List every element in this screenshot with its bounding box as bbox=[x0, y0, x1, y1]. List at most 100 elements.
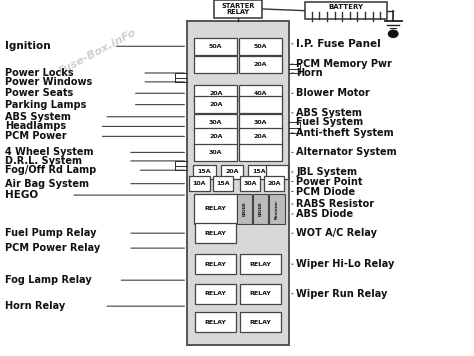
Text: Headlamps: Headlamps bbox=[5, 121, 66, 131]
Text: 4 Wheel System: 4 Wheel System bbox=[5, 147, 93, 157]
FancyBboxPatch shape bbox=[240, 254, 281, 274]
Text: Fuel System: Fuel System bbox=[296, 117, 364, 127]
Text: JBL System: JBL System bbox=[296, 167, 357, 177]
Text: Wiper Run Relay: Wiper Run Relay bbox=[296, 289, 388, 299]
FancyBboxPatch shape bbox=[248, 165, 271, 179]
FancyBboxPatch shape bbox=[195, 254, 237, 274]
FancyBboxPatch shape bbox=[239, 114, 282, 131]
Text: 20A: 20A bbox=[209, 102, 222, 107]
Text: 40A: 40A bbox=[254, 91, 267, 96]
Text: ABS System: ABS System bbox=[296, 108, 362, 118]
FancyBboxPatch shape bbox=[239, 144, 282, 161]
Text: 15A: 15A bbox=[198, 169, 211, 174]
FancyBboxPatch shape bbox=[194, 85, 237, 102]
Text: 30A: 30A bbox=[254, 120, 267, 125]
Text: 15A: 15A bbox=[253, 169, 266, 174]
Text: Power Windows: Power Windows bbox=[5, 77, 92, 87]
Text: WOT A/C Relay: WOT A/C Relay bbox=[296, 228, 377, 238]
Text: Fog/Off Rd Lamp: Fog/Off Rd Lamp bbox=[5, 165, 96, 175]
FancyBboxPatch shape bbox=[266, 165, 288, 179]
FancyBboxPatch shape bbox=[194, 128, 237, 145]
FancyBboxPatch shape bbox=[193, 165, 216, 179]
FancyBboxPatch shape bbox=[214, 0, 262, 18]
Text: RELAY: RELAY bbox=[227, 10, 249, 15]
Text: PCM Power Relay: PCM Power Relay bbox=[5, 243, 100, 253]
FancyBboxPatch shape bbox=[190, 177, 210, 191]
Text: Air Bag System: Air Bag System bbox=[5, 179, 89, 189]
Text: Horn: Horn bbox=[296, 68, 323, 78]
Text: 50A: 50A bbox=[254, 44, 267, 49]
Text: RELAY: RELAY bbox=[205, 262, 227, 267]
FancyBboxPatch shape bbox=[194, 56, 237, 73]
Text: 20A: 20A bbox=[267, 181, 281, 186]
Text: Fuel Pump Relay: Fuel Pump Relay bbox=[5, 228, 96, 238]
Text: PCM Diode: PCM Diode bbox=[296, 187, 356, 197]
Text: I.P. Fuse Panel: I.P. Fuse Panel bbox=[296, 39, 381, 49]
Text: 30A: 30A bbox=[209, 120, 222, 125]
FancyBboxPatch shape bbox=[239, 96, 282, 113]
FancyBboxPatch shape bbox=[187, 21, 289, 345]
Text: Horn Relay: Horn Relay bbox=[5, 301, 65, 311]
Text: BATTERY: BATTERY bbox=[328, 4, 364, 10]
Text: DIODE: DIODE bbox=[242, 201, 246, 216]
Text: 20A: 20A bbox=[254, 62, 267, 67]
FancyBboxPatch shape bbox=[239, 56, 282, 73]
Text: Power Locks: Power Locks bbox=[5, 68, 73, 78]
Text: RELAY: RELAY bbox=[250, 262, 272, 267]
Text: Alternator System: Alternator System bbox=[296, 147, 397, 157]
FancyBboxPatch shape bbox=[253, 194, 268, 224]
Text: Fog Lamp Relay: Fog Lamp Relay bbox=[5, 275, 91, 285]
Text: 20A: 20A bbox=[225, 169, 239, 174]
Text: ABS Diode: ABS Diode bbox=[296, 209, 354, 219]
FancyBboxPatch shape bbox=[240, 284, 281, 304]
Text: 30A: 30A bbox=[209, 150, 222, 155]
Text: Resistor: Resistor bbox=[275, 199, 279, 219]
FancyBboxPatch shape bbox=[239, 85, 282, 102]
FancyBboxPatch shape bbox=[195, 284, 237, 304]
Text: PCM Memory Pwr: PCM Memory Pwr bbox=[296, 59, 392, 69]
Text: Anti-theft System: Anti-theft System bbox=[296, 128, 394, 138]
FancyBboxPatch shape bbox=[264, 177, 284, 191]
Text: 20A: 20A bbox=[254, 134, 267, 139]
Text: DIODE: DIODE bbox=[259, 201, 263, 216]
FancyBboxPatch shape bbox=[213, 177, 233, 191]
Text: STARTER: STARTER bbox=[221, 3, 255, 9]
FancyBboxPatch shape bbox=[195, 312, 237, 332]
Text: HEGO: HEGO bbox=[5, 190, 38, 200]
Text: 50A: 50A bbox=[209, 44, 222, 49]
FancyBboxPatch shape bbox=[240, 177, 261, 191]
Text: 15A: 15A bbox=[216, 181, 230, 186]
Text: ABS System: ABS System bbox=[5, 112, 71, 122]
Text: PCM Power: PCM Power bbox=[5, 131, 66, 141]
Text: 20A: 20A bbox=[209, 134, 222, 139]
FancyBboxPatch shape bbox=[237, 194, 252, 224]
FancyBboxPatch shape bbox=[194, 38, 237, 55]
Text: RABS Resistor: RABS Resistor bbox=[296, 199, 374, 209]
FancyBboxPatch shape bbox=[304, 2, 387, 19]
Text: RELAY: RELAY bbox=[205, 291, 227, 296]
Text: Wiper Hi-Lo Relay: Wiper Hi-Lo Relay bbox=[296, 259, 395, 269]
FancyBboxPatch shape bbox=[239, 128, 282, 145]
FancyBboxPatch shape bbox=[239, 38, 282, 55]
FancyBboxPatch shape bbox=[221, 165, 243, 179]
Text: Fuse-Box.inFo: Fuse-Box.inFo bbox=[57, 27, 138, 77]
Text: RELAY: RELAY bbox=[250, 291, 272, 296]
FancyBboxPatch shape bbox=[240, 312, 281, 332]
Text: RELAY: RELAY bbox=[250, 320, 272, 325]
Text: 10A: 10A bbox=[193, 181, 206, 186]
Text: Blower Motor: Blower Motor bbox=[296, 88, 370, 98]
FancyBboxPatch shape bbox=[194, 194, 237, 224]
Text: 20A: 20A bbox=[209, 91, 222, 96]
Text: Power Seats: Power Seats bbox=[5, 88, 73, 98]
Text: RELAY: RELAY bbox=[205, 231, 227, 236]
Text: Ignition: Ignition bbox=[5, 41, 50, 51]
Text: D.R.L. System: D.R.L. System bbox=[5, 156, 82, 166]
Text: 30A: 30A bbox=[244, 181, 257, 186]
Text: Parking Lamps: Parking Lamps bbox=[5, 100, 86, 110]
FancyBboxPatch shape bbox=[194, 96, 237, 113]
Circle shape bbox=[388, 30, 398, 37]
Text: RELAY: RELAY bbox=[205, 206, 227, 211]
Text: Power Point: Power Point bbox=[296, 177, 363, 187]
FancyBboxPatch shape bbox=[194, 144, 237, 161]
FancyBboxPatch shape bbox=[269, 194, 284, 224]
